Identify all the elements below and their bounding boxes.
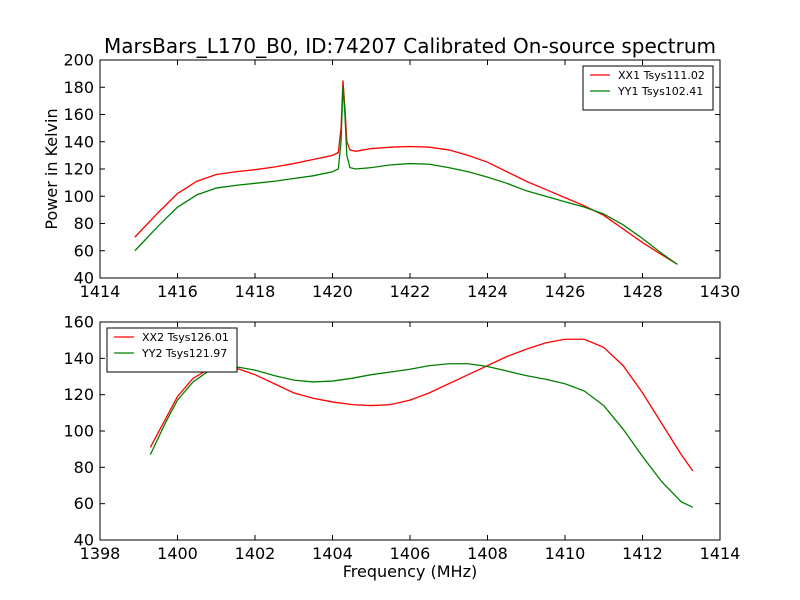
legend-entry: XX2 Tsys126.01 — [142, 331, 229, 344]
legend-entry: YY2 Tsys121.97 — [141, 347, 227, 360]
y-tick-label: 60 — [74, 241, 94, 260]
y-tick-label: 160 — [63, 105, 94, 124]
legend-entry: XX1 Tsys111.02 — [618, 69, 705, 82]
y-tick-label: 140 — [63, 349, 94, 368]
x-tick-label: 1426 — [545, 282, 586, 301]
y-tick-label: 100 — [63, 187, 94, 206]
y-tick-label: 120 — [63, 160, 94, 179]
y-axis-label: Power in Kelvin — [42, 108, 61, 229]
x-tick-label: 1402 — [235, 544, 276, 563]
legend: XX2 Tsys126.01 YY2 Tsys121.97 — [106, 327, 238, 373]
y-tick-label: 40 — [74, 269, 94, 288]
chart-title: MarsBars_L170_B0, ID:74207 Calibrated On… — [104, 34, 716, 58]
x-tick-label: 1410 — [545, 544, 586, 563]
y-tick-label: 100 — [63, 422, 94, 441]
legend-box — [106, 327, 238, 373]
series-line-1 — [134, 80, 678, 265]
x-tick-label: 1414 — [700, 544, 741, 563]
y-tick-label: 40 — [74, 531, 94, 550]
x-tick-label: 1404 — [312, 544, 353, 563]
x-tick-label: 1400 — [157, 544, 198, 563]
series-line-2 — [134, 85, 678, 265]
x-tick-label: 1424 — [467, 282, 508, 301]
x-tick-label: 1416 — [157, 282, 198, 301]
x-axis-label: Frequency (MHz) — [343, 562, 477, 581]
top-panel: 1414 1416 1418 1420 1422 1424 1426 1428 1430 40 60… — [42, 51, 740, 302]
x-tick-label: 1408 — [467, 544, 508, 563]
y-tick-label: 160 — [63, 313, 94, 332]
x-tick-label: 1422 — [390, 282, 431, 301]
x-tick-label: 1418 — [235, 282, 276, 301]
x-tick-label: 1428 — [622, 282, 663, 301]
x-tick-label: 1398 — [80, 544, 121, 563]
bottom-panel: 1398 1400 1402 1404 1406 1408 1410 1412 1414 40 60… — [63, 313, 740, 582]
x-tick-label: 1430 — [700, 282, 741, 301]
y-tick-label: 60 — [74, 494, 94, 513]
legend: XX1 Tsys111.02 YY1 Tsys102.41 — [582, 65, 714, 111]
x-tick-label: 1414 — [80, 282, 121, 301]
y-tick-label: 180 — [63, 78, 94, 97]
legend-box — [582, 65, 714, 111]
y-tick-label: 200 — [63, 51, 94, 70]
y-tick-label: 140 — [63, 132, 94, 151]
x-tick-label: 1412 — [622, 544, 663, 563]
x-tick-label: 1406 — [390, 544, 431, 563]
legend-entry: YY1 Tsys102.41 — [617, 85, 703, 98]
y-tick-label: 80 — [74, 214, 94, 233]
y-tick-label: 80 — [74, 458, 94, 477]
x-tick-label: 1420 — [312, 282, 353, 301]
series-line-2 — [149, 363, 694, 508]
y-tick-label: 120 — [63, 385, 94, 404]
